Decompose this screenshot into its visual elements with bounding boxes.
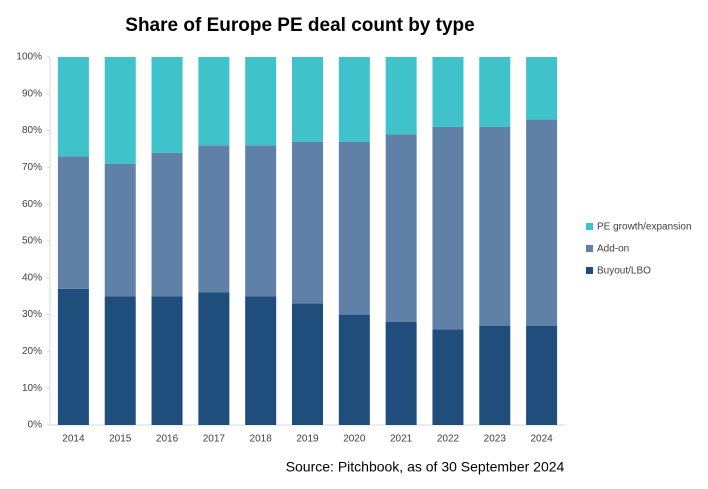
x-tick-label: 2017 [203, 434, 226, 445]
legend-label: Add-on [597, 244, 629, 255]
bar-segment [245, 145, 277, 297]
bar-segment [385, 321, 417, 425]
source-note: Source: Pitchbook, as of 30 September 20… [286, 459, 565, 475]
y-tick-label: 60% [22, 199, 42, 210]
y-tick-label: 80% [22, 125, 42, 136]
x-tick-label: 2021 [390, 434, 413, 445]
bar-segment [526, 325, 558, 425]
bar-segment [151, 57, 183, 153]
bar-segment [292, 141, 323, 304]
bar-segment [57, 156, 89, 289]
bar-segment [292, 303, 323, 425]
x-tick-label: 2020 [343, 434, 366, 445]
bar-segment [338, 141, 370, 315]
bar-segment [245, 57, 277, 146]
bar-segment [479, 57, 511, 127]
bar-segment [479, 126, 511, 326]
y-tick-label: 70% [22, 162, 42, 173]
bar-segment [151, 296, 183, 425]
bar-segment [526, 119, 558, 326]
bar-segment [292, 57, 323, 142]
bar-segment [57, 57, 89, 157]
bar-segment [385, 57, 417, 135]
x-tick-label: 2015 [109, 434, 132, 445]
legend-swatch [586, 223, 593, 230]
x-tick-label: 2016 [156, 434, 179, 445]
bar-segment [245, 296, 277, 425]
x-tick-label: 2019 [296, 434, 319, 445]
x-tick-label: 2022 [437, 434, 460, 445]
bar-segment [198, 57, 230, 146]
legend-label: Buyout/LBO [597, 266, 651, 277]
bar-segment [479, 325, 511, 425]
chart-title: Share of Europe PE deal count by type [125, 15, 474, 36]
legend-swatch [586, 245, 593, 252]
x-tick-label: 2014 [62, 434, 85, 445]
y-tick-label: 20% [22, 346, 42, 357]
legend-label: PE growth/expansion [597, 222, 692, 233]
y-tick-label: 10% [22, 383, 42, 394]
y-tick-label: 100% [16, 52, 42, 63]
bar-segment [338, 57, 370, 142]
bar-segment [57, 288, 89, 425]
bar-segment [104, 296, 136, 425]
bar-segment [104, 163, 136, 297]
x-tick-label: 2018 [250, 434, 273, 445]
y-tick-label: 90% [22, 88, 42, 99]
bar-segment [151, 152, 183, 297]
bar-segment [432, 57, 464, 127]
x-tick-label: 2024 [530, 434, 553, 445]
bar-segment [432, 329, 464, 425]
y-tick-label: 30% [22, 309, 42, 320]
y-tick-label: 40% [22, 272, 42, 283]
bar-segment [432, 126, 464, 330]
y-tick-label: 50% [22, 236, 42, 247]
legend-swatch [586, 267, 593, 274]
bar-segment [385, 134, 417, 322]
x-tick-label: 2023 [484, 434, 507, 445]
bar-segment [526, 57, 558, 120]
y-tick-label: 0% [28, 420, 43, 431]
bar-segment [338, 314, 370, 425]
bar-segment [198, 292, 230, 425]
bar-segment [104, 57, 136, 164]
bar-segment [198, 145, 230, 293]
